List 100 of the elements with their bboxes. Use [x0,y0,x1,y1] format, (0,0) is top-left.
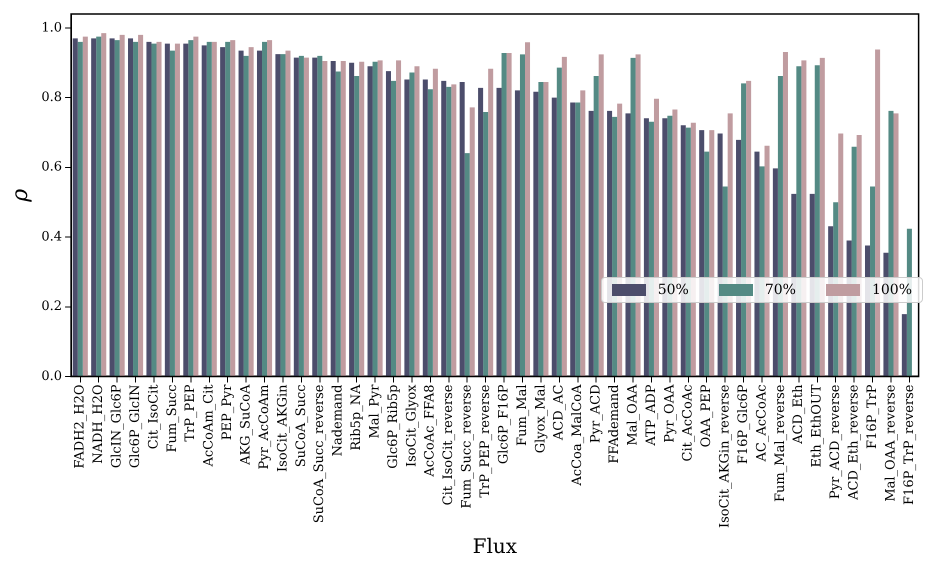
bar [248,47,254,376]
x-tick-label: GlcIN_Glc6P [110,384,125,468]
x-tick-label: Fum_Succ_reverse [460,384,475,509]
y-tick-label: 0.0 [41,368,62,384]
bar [570,102,576,376]
bar [262,42,268,376]
y-tick-label: 0.4 [41,229,62,244]
bar [206,42,212,376]
bar [414,66,420,376]
bar [552,98,557,376]
bar [478,88,484,376]
bar [502,53,507,376]
x-tick-label: Mal_OAA [625,384,640,446]
bar [441,80,446,376]
bar [174,44,180,376]
x-tick-label: Pyr_ACD_reverse [828,384,844,500]
x-tick-label: SuCoA_Succ [294,384,309,468]
x-tick-label: Glc6P_GlcIN [128,384,143,468]
bar [598,54,604,376]
bar [483,112,488,376]
bar [636,54,641,376]
bar [114,40,120,376]
bar [506,53,512,376]
x-tick-label: Fum_Succ [164,384,180,453]
bar [110,38,115,376]
bar [164,44,170,376]
bar [746,80,752,376]
x-tick-label: AC_AcCoAc [754,384,770,462]
x-tick-label: Glyox_Mal [533,384,548,454]
x-tick-label: PEP_Pyr [220,384,236,440]
x-tick-label: Pyr_OAA [662,384,678,443]
bar [340,61,346,376]
x-tick-label: ATP_ADP [644,384,659,447]
bar [451,84,456,376]
bar [82,36,88,376]
bar [101,33,106,376]
bar [514,90,520,376]
bar [801,60,806,376]
bar [496,88,502,376]
x-tick-label: AKG_SuCoA [238,384,254,466]
x-tick-label: ACD_Eth_reverse [846,384,862,501]
x-tick-label: Cit_AcCoAc [680,384,696,462]
x-tick-label: F16P_TrP [864,384,880,449]
bar [902,314,907,376]
bar [275,54,280,376]
bar [72,38,78,376]
x-tick-label: Mal_OAA_reverse [883,384,898,502]
bar [428,89,433,376]
bar [230,40,236,376]
bar [280,54,286,376]
bar [146,42,152,376]
bar [556,68,562,376]
bar [317,56,322,376]
bar [359,62,364,376]
x-axis-title: Flux [472,534,518,558]
x-tick-label: AcCoAc_FFA8 [422,384,438,478]
bar [630,58,636,376]
bar [580,90,586,376]
bar [256,50,262,376]
bar [372,62,378,376]
bar [594,76,599,376]
bar [588,110,594,376]
bar [464,153,470,376]
bar [151,44,157,376]
x-tick-label: FFAdemand [606,384,622,464]
bar [312,58,318,376]
bar [368,66,373,376]
bar [543,82,548,376]
x-tick-label: IsoCit_Glyox [404,384,420,468]
x-tick-label: OAA_PEP [699,384,714,448]
bar [120,34,125,376]
bar [193,36,198,376]
x-tick-label: AcCoa_MalCoA [570,384,586,487]
bar [446,86,452,376]
bar [562,56,567,376]
bar [409,72,414,376]
bar [378,60,383,376]
bar [432,68,438,376]
bar [330,61,336,376]
bar [470,107,475,376]
x-tick-label: Rib5p_NA [349,384,364,451]
x-tick-label: IsoCit_AKGin [275,384,290,472]
bar [349,62,354,376]
bar [285,50,291,376]
legend-label: 50% [658,282,689,298]
bar [294,58,299,376]
x-tick-label: Cit_IsoCit_reverse [441,384,456,506]
y-tick-label: 0.2 [41,299,62,314]
x-tick-label: Eth_EthOUT [810,384,825,468]
bar [225,42,230,376]
legend-label: 70% [764,282,796,298]
bar [838,134,844,376]
bar [538,82,544,376]
bar [304,58,309,376]
y-tick-label: 1.0 [41,20,62,36]
bar [156,42,162,376]
bar [220,47,226,376]
x-tick-label: Pyr_AcCoAm [256,384,272,470]
x-tick-label: Cit_IsoCit [146,384,162,450]
bar [354,76,360,376]
